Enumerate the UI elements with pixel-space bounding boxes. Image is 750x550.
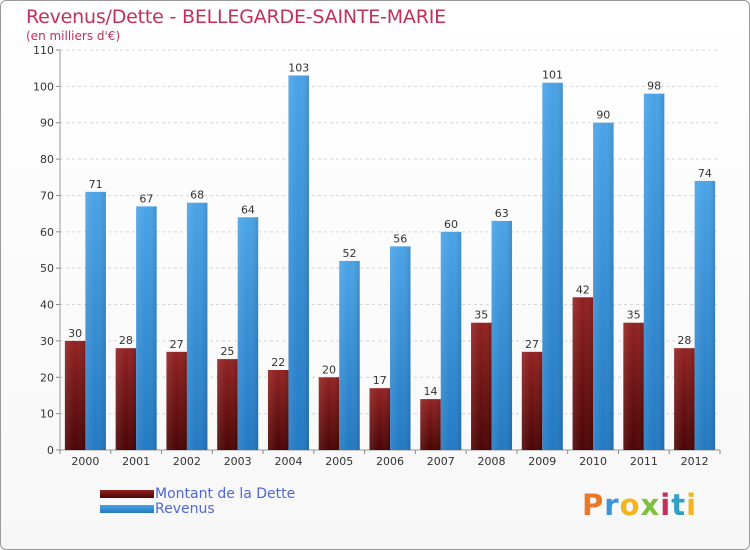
bar-revenus-shade [85, 191, 106, 450]
y-tick-label: 30 [40, 335, 54, 348]
data-label: 74 [698, 167, 712, 180]
bar-revenus-shade [186, 202, 208, 450]
data-label: 28 [677, 334, 691, 347]
data-label: 68 [190, 189, 204, 202]
x-tick-label: 2003 [224, 455, 252, 468]
y-tick-label: 20 [40, 371, 54, 384]
bar-debt-shade [471, 322, 492, 450]
x-tick-label: 2011 [630, 455, 658, 468]
legend-label-debt: Montant de la Dette [155, 486, 296, 502]
logo-letter: r [604, 488, 620, 522]
bar-debt-shade [623, 322, 644, 450]
logo-letter: i [660, 488, 672, 522]
bar-debt-shade [64, 340, 86, 450]
bar-revenus-shade [136, 206, 157, 450]
proxiti-logo: Proxiti [582, 488, 697, 522]
bar-debt-shade [166, 351, 187, 450]
bar-debt-shade [318, 377, 340, 450]
logo-letter: t [671, 488, 687, 522]
bar-debt-shade [267, 370, 289, 450]
bar-revenus-shade [694, 180, 716, 450]
y-tick-label: 70 [40, 189, 54, 202]
bar-debt-shade [572, 297, 594, 450]
x-tick-label: 2002 [173, 455, 201, 468]
x-tick-label: 2005 [325, 455, 353, 468]
x-tick-label: 2004 [274, 455, 302, 468]
bar-revenus-shade [237, 217, 259, 450]
data-label: 52 [342, 247, 356, 260]
chart-title: Revenus/Dette - BELLEGARDE-SAINTE-MARIE [26, 6, 446, 28]
y-tick-label: 0 [47, 444, 54, 457]
bar-debt-shade [674, 348, 695, 450]
data-label: 17 [373, 374, 387, 387]
x-tick-label: 2001 [122, 455, 150, 468]
legend-swatch-revenus [100, 505, 154, 513]
y-tick-label: 60 [40, 226, 54, 239]
bar-revenus-shade [643, 93, 665, 451]
data-label: 20 [322, 363, 336, 376]
data-label: 103 [288, 61, 309, 74]
bar-debt-shade [521, 351, 543, 450]
data-label: 28 [119, 334, 133, 347]
chart-subtitle: (en milliers d'€) [26, 29, 121, 43]
x-tick-label: 2008 [478, 455, 506, 468]
y-tick-label: 80 [40, 153, 54, 166]
x-tick-label: 2012 [681, 455, 709, 468]
y-tick-label: 110 [33, 44, 54, 57]
x-tick-label: 2009 [528, 455, 556, 468]
bar-revenus-shade [491, 220, 513, 450]
y-tick-label: 90 [40, 117, 54, 130]
data-label: 14 [424, 385, 438, 398]
logo-letter: o [619, 488, 641, 522]
data-label: 64 [241, 203, 255, 216]
logo-letter: i [686, 488, 698, 522]
bar-revenus-shade [390, 246, 411, 450]
data-label: 98 [647, 80, 661, 93]
x-tick-label: 2010 [579, 455, 607, 468]
bar-revenus-shade [542, 82, 563, 451]
bar-revenus-shade [440, 231, 462, 450]
bar-debt-shade [369, 388, 390, 450]
data-label: 67 [139, 192, 153, 205]
data-label: 35 [474, 309, 488, 322]
bar-debt-shade [420, 399, 441, 450]
bar-revenus-shade [593, 122, 614, 451]
logo-letter: x [640, 488, 661, 522]
data-label: 27 [170, 338, 184, 351]
data-label: 25 [220, 345, 234, 358]
data-label: 101 [542, 69, 563, 82]
y-tick-label: 10 [40, 408, 54, 421]
y-tick-label: 40 [40, 299, 54, 312]
y-tick-label: 100 [33, 80, 54, 93]
data-label: 56 [393, 232, 407, 245]
legend-swatch-debt [100, 490, 154, 498]
bar-debt-shade [115, 348, 137, 450]
data-label: 30 [68, 327, 82, 340]
bar-revenus-shade [339, 260, 360, 450]
legend-label-revenus: Revenus [155, 501, 215, 517]
x-tick-label: 2006 [376, 455, 404, 468]
data-label: 63 [495, 207, 509, 220]
bar-debt-shade [217, 359, 238, 450]
x-tick-label: 2007 [427, 455, 455, 468]
x-tick-label: 2000 [71, 455, 99, 468]
data-label: 27 [525, 338, 539, 351]
bar-revenus-shade [288, 75, 309, 451]
data-label: 35 [627, 309, 641, 322]
data-label: 60 [444, 218, 458, 231]
data-label: 90 [596, 109, 610, 122]
data-label: 22 [271, 356, 285, 369]
data-label: 71 [89, 178, 103, 191]
y-tick-label: 50 [40, 262, 54, 275]
logo-letter: P [582, 488, 605, 522]
data-label: 42 [576, 283, 590, 296]
